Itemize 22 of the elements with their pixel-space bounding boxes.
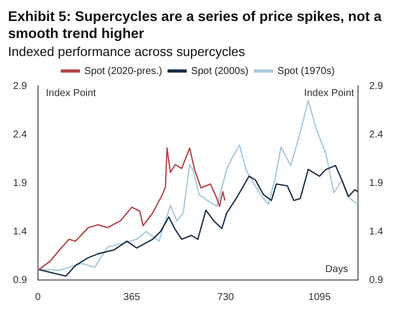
y-tick-label: 1.9 bbox=[12, 178, 28, 189]
y-tick-label: 2.4 bbox=[12, 129, 28, 140]
chart-subtitle: Indexed performance across supercycles bbox=[8, 43, 246, 60]
legend-label: Spot (2000s) bbox=[191, 66, 248, 77]
legend-label: Spot (1970s) bbox=[277, 66, 335, 77]
y-tick-label: 0.9 bbox=[12, 274, 28, 286]
x-axis-title: Days bbox=[325, 264, 348, 275]
y-axis-title: Index Point bbox=[46, 88, 96, 99]
x-tick-label: 0 bbox=[35, 292, 42, 303]
y2-tick-label: 2.9 bbox=[369, 80, 384, 92]
y2-tick-label: 0.9 bbox=[369, 274, 384, 286]
y2-tick-label: 1.4 bbox=[369, 226, 384, 238]
x-tick-label: 365 bbox=[123, 292, 141, 303]
x-tick-label: 730 bbox=[217, 292, 234, 303]
chart-title: Exhibit 5: Supercycles are a series of price spikes, not a smooth trend higher bbox=[8, 8, 383, 42]
y2-axis-title: Index Point bbox=[304, 88, 354, 99]
y-tick-label: 2.9 bbox=[12, 80, 28, 92]
y-tick-label: 1.4 bbox=[12, 226, 28, 238]
x-tick-label: 1095 bbox=[308, 292, 332, 303]
legend-label: Spot (2020-pres.) bbox=[84, 66, 162, 77]
y2-tick-label: 2.4 bbox=[369, 129, 384, 140]
y2-tick-label: 1.9 bbox=[369, 178, 384, 189]
